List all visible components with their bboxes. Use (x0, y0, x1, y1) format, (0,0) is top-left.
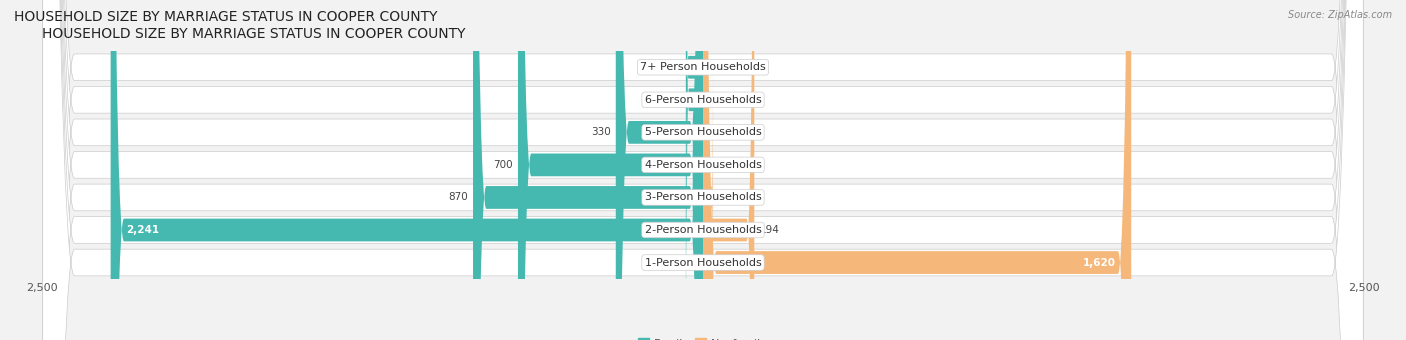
Text: 0: 0 (709, 95, 714, 105)
Text: 3-Person Households: 3-Person Households (644, 192, 762, 202)
FancyBboxPatch shape (42, 0, 1364, 340)
Text: 4: 4 (710, 160, 716, 170)
Text: HOUSEHOLD SIZE BY MARRIAGE STATUS IN COOPER COUNTY: HOUSEHOLD SIZE BY MARRIAGE STATUS IN COO… (14, 10, 437, 24)
Text: 2-Person Households: 2-Person Households (644, 225, 762, 235)
FancyBboxPatch shape (703, 0, 754, 340)
FancyBboxPatch shape (686, 0, 703, 340)
FancyBboxPatch shape (42, 0, 1364, 340)
Text: 65: 65 (668, 62, 681, 72)
FancyBboxPatch shape (42, 0, 1364, 340)
FancyBboxPatch shape (42, 0, 1364, 340)
Text: 4-Person Households: 4-Person Households (644, 160, 762, 170)
Text: 1-Person Households: 1-Person Households (644, 257, 762, 268)
Text: 0: 0 (709, 62, 714, 72)
Text: Source: ZipAtlas.com: Source: ZipAtlas.com (1288, 10, 1392, 20)
Text: 38: 38 (718, 192, 731, 202)
Text: 870: 870 (449, 192, 468, 202)
Text: 0: 0 (709, 128, 714, 137)
Text: 7+ Person Households: 7+ Person Households (640, 62, 766, 72)
Text: 700: 700 (494, 160, 513, 170)
FancyBboxPatch shape (686, 0, 703, 340)
FancyBboxPatch shape (42, 0, 1364, 340)
Legend: Family, Nonfamily: Family, Nonfamily (634, 334, 772, 340)
FancyBboxPatch shape (517, 0, 703, 340)
Text: 194: 194 (759, 225, 779, 235)
FancyBboxPatch shape (703, 0, 1132, 340)
FancyBboxPatch shape (703, 23, 713, 340)
Text: 2,241: 2,241 (127, 225, 160, 235)
Text: 6-Person Households: 6-Person Households (644, 95, 762, 105)
FancyBboxPatch shape (472, 0, 703, 340)
FancyBboxPatch shape (111, 0, 703, 340)
Text: HOUSEHOLD SIZE BY MARRIAGE STATUS IN COOPER COUNTY: HOUSEHOLD SIZE BY MARRIAGE STATUS IN COO… (42, 27, 465, 41)
FancyBboxPatch shape (42, 0, 1364, 340)
Text: 330: 330 (591, 128, 610, 137)
Text: 1,620: 1,620 (1083, 257, 1115, 268)
FancyBboxPatch shape (616, 0, 703, 340)
Text: 63: 63 (668, 95, 681, 105)
FancyBboxPatch shape (42, 0, 1364, 340)
Text: 5-Person Households: 5-Person Households (644, 128, 762, 137)
